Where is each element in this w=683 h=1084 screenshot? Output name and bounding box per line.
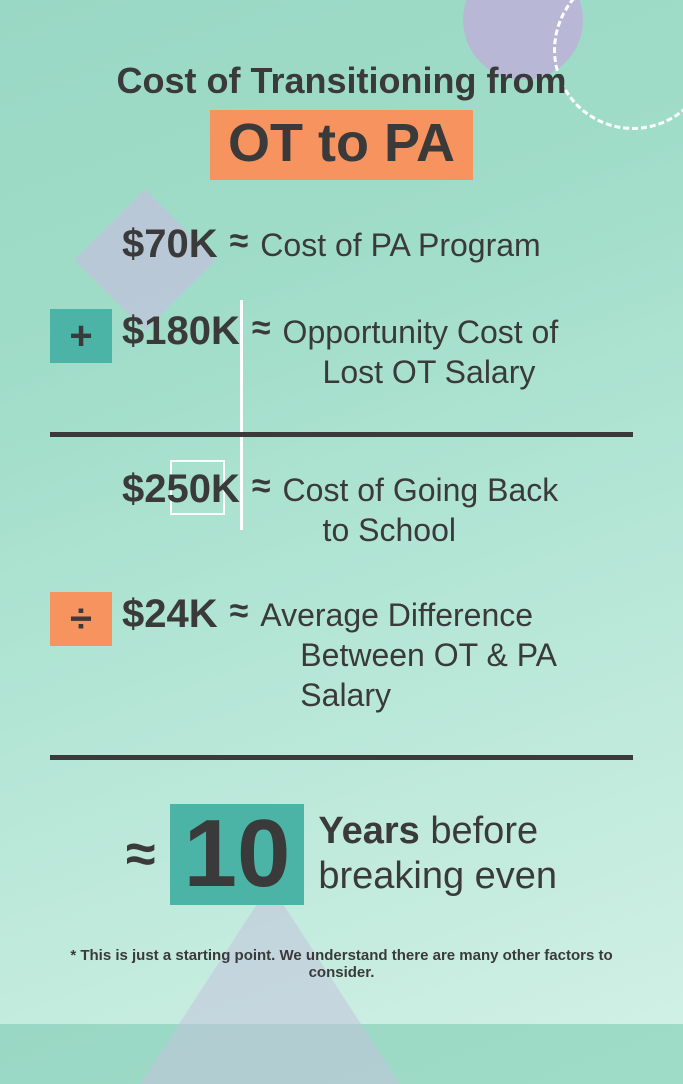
content: Cost of Transitioning from OT to PA $70K… xyxy=(0,0,683,1001)
amount: $180K xyxy=(122,309,240,354)
label-line2: to School xyxy=(283,510,559,550)
result-approx: ≈ xyxy=(126,823,156,885)
divide-operator: ÷ xyxy=(50,592,112,646)
approx-symbol: ≈ xyxy=(230,592,249,631)
plus-operator: + xyxy=(50,309,112,363)
label: Cost of Going Back to School xyxy=(283,467,559,550)
amount: $70K xyxy=(122,222,218,267)
row-3: $250K ≈ Cost of Going Back to School xyxy=(50,467,633,550)
label-line1: Opportunity Cost of xyxy=(283,312,559,352)
label-line2: Between OT & PA Salary xyxy=(260,635,633,715)
label-line2: Lost OT Salary xyxy=(283,352,559,392)
title-line2: OT to PA xyxy=(210,110,473,180)
row-1: $70K ≈ Cost of PA Program xyxy=(50,222,633,267)
amount: $24K xyxy=(122,592,218,637)
label-line1: Cost of Going Back xyxy=(283,470,559,510)
approx-symbol: ≈ xyxy=(252,467,271,506)
approx-symbol: ≈ xyxy=(252,309,271,348)
row-2: + $180K ≈ Opportunity Cost of Lost OT Sa… xyxy=(50,309,633,392)
result-bold: Years xyxy=(318,810,419,852)
result-number: 10 xyxy=(170,804,305,905)
result-rest2: breaking even xyxy=(318,854,557,900)
label: Average Difference Between OT & PA Salar… xyxy=(260,592,633,715)
divider-2 xyxy=(50,755,633,760)
label-line1: Average Difference xyxy=(260,595,633,635)
label: Opportunity Cost of Lost OT Salary xyxy=(283,309,559,392)
divider-1 xyxy=(50,432,633,437)
title: Cost of Transitioning from OT to PA xyxy=(50,60,633,180)
result: ≈ 10 Years before breaking even xyxy=(50,804,633,905)
approx-symbol: ≈ xyxy=(230,222,249,261)
title-line1: Cost of Transitioning from xyxy=(50,60,633,102)
result-rest1: before xyxy=(420,810,538,852)
footnote: * This is just a starting point. We unde… xyxy=(50,947,633,981)
amount: $250K xyxy=(122,467,240,512)
row-4: ÷ $24K ≈ Average Difference Between OT &… xyxy=(50,592,633,715)
result-text: Years before breaking even xyxy=(318,809,557,900)
label: Cost of PA Program xyxy=(260,222,540,265)
